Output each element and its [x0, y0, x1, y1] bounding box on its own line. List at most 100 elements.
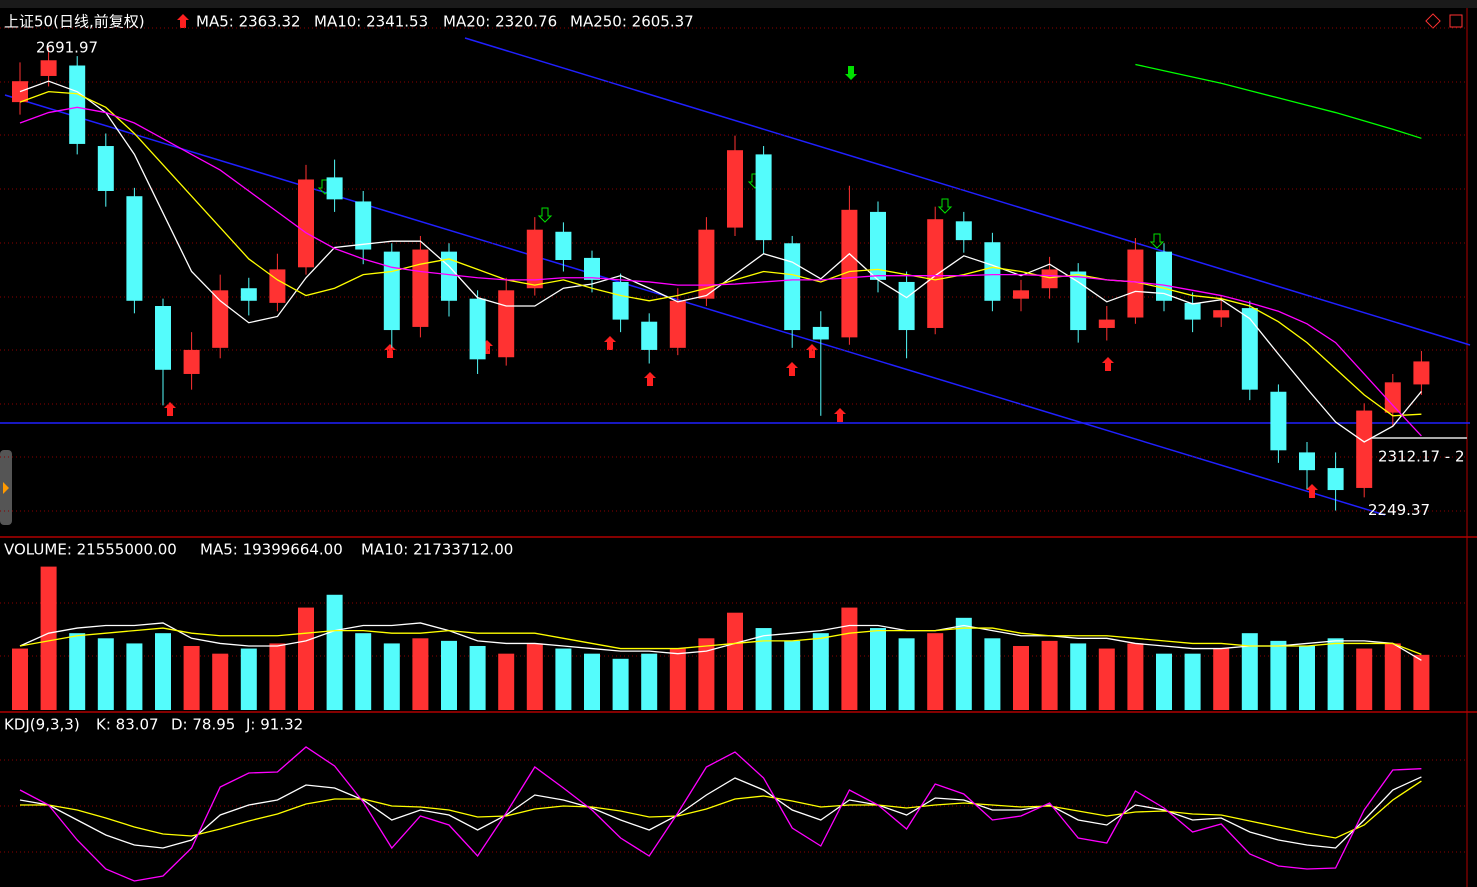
volume-bar — [355, 633, 372, 710]
volume-bar — [870, 628, 886, 710]
volume-bar — [669, 648, 686, 710]
buy-arrow — [806, 344, 818, 358]
candle-body — [1013, 290, 1029, 299]
buy-arrow — [164, 402, 176, 416]
candle-body — [441, 251, 457, 301]
legend-entry: D: 78.95 — [171, 716, 235, 734]
candle-body — [1356, 410, 1373, 488]
volume-bar — [469, 645, 486, 710]
volume-bar — [1070, 643, 1087, 710]
volume-bar — [97, 638, 114, 710]
line-series — [20, 780, 1422, 839]
volume-bar — [1413, 654, 1430, 710]
volume-bar — [927, 633, 944, 710]
candle-body — [1384, 382, 1401, 413]
volume-bar — [898, 638, 915, 710]
volume-bar — [1299, 645, 1315, 710]
volume-bar — [812, 633, 829, 710]
buy-arrow — [786, 362, 798, 376]
line-series — [19, 622, 1422, 661]
panel-title: 上证50(日线,前复权) — [4, 13, 145, 31]
candle-body — [641, 321, 658, 350]
buy-arrow — [1306, 484, 1318, 498]
candle-body — [269, 269, 286, 303]
volume-bar — [1184, 653, 1201, 710]
buy-arrow — [1102, 357, 1114, 371]
candle-body — [870, 211, 886, 280]
volume-bar — [1156, 653, 1172, 710]
window-button[interactable] — [1425, 13, 1441, 29]
candle-body — [698, 229, 715, 299]
buy-arrow — [834, 408, 846, 422]
volume-bar — [212, 653, 229, 710]
candle-body — [1070, 271, 1087, 331]
volume-bar — [1098, 648, 1115, 710]
candle-body — [755, 154, 772, 241]
candle-body — [355, 201, 372, 250]
volume-bar — [1356, 648, 1373, 710]
candle-body — [498, 290, 515, 358]
volume-bar — [40, 566, 57, 710]
candle-body — [526, 229, 543, 289]
price-annotation: 2691.97 — [36, 38, 98, 56]
volume-bar — [69, 633, 86, 710]
candle-body — [984, 242, 1001, 301]
volume-bar — [727, 612, 743, 710]
candle-body — [955, 221, 972, 241]
sell-hint — [937, 198, 953, 214]
volume-bar — [12, 648, 28, 710]
line-series — [1135, 63, 1422, 139]
volume-bar — [784, 640, 801, 710]
candle-body — [212, 290, 229, 348]
panel-title: KDJ(9,3,3) — [4, 716, 80, 734]
candle-body — [469, 298, 486, 360]
candle-body — [326, 177, 343, 200]
candle-body — [40, 60, 57, 76]
candle-body — [812, 326, 829, 340]
volume-bar — [1270, 640, 1287, 710]
legend-arrow — [177, 14, 189, 28]
candle-body — [412, 249, 429, 327]
volume-bar — [183, 645, 200, 710]
candle-body — [69, 65, 86, 144]
sell-hint — [1149, 233, 1165, 249]
legend-entry: K: 83.07 — [96, 716, 159, 734]
top-strip — [0, 0, 1477, 8]
legend-entry: J: 91.32 — [245, 716, 303, 734]
candle-body — [898, 281, 915, 331]
candle-body — [1127, 249, 1144, 318]
volume-bar — [1327, 638, 1344, 710]
line-series — [19, 627, 1422, 655]
price-annotation: 2249.37 — [1368, 501, 1430, 519]
volume-bar — [612, 658, 629, 710]
volume-bar — [955, 617, 972, 710]
volume-bar — [584, 653, 600, 710]
candle-body — [784, 243, 801, 331]
window-button[interactable] — [1449, 14, 1463, 28]
candle-body — [155, 306, 171, 370]
candle-body — [612, 281, 629, 320]
volume-bar — [841, 607, 858, 710]
volume-bar — [1384, 643, 1401, 710]
volume-bar — [240, 648, 257, 710]
candle-body — [183, 349, 200, 374]
candle-body — [1156, 251, 1172, 301]
volume-bar — [126, 643, 143, 710]
buy-arrow — [644, 372, 656, 386]
candle-body — [727, 150, 743, 228]
sell-arrow — [845, 66, 857, 80]
candle-body — [584, 257, 600, 280]
legend-entry: MA250: 2605.37 — [570, 13, 694, 31]
volume-bar — [755, 628, 772, 710]
volume-bar — [326, 594, 343, 710]
line-series — [19, 776, 1422, 849]
volume-bar — [984, 638, 1001, 710]
panel-title: VOLUME: 21555000.00 — [4, 541, 177, 559]
legend-entry: MA10: 2341.53 — [314, 13, 428, 31]
legend-entry: MA5: 2363.32 — [196, 13, 301, 31]
volume-bar — [1041, 640, 1058, 710]
legend-entry: MA10: 21733712.00 — [361, 541, 513, 559]
volume-bar — [1013, 645, 1029, 710]
